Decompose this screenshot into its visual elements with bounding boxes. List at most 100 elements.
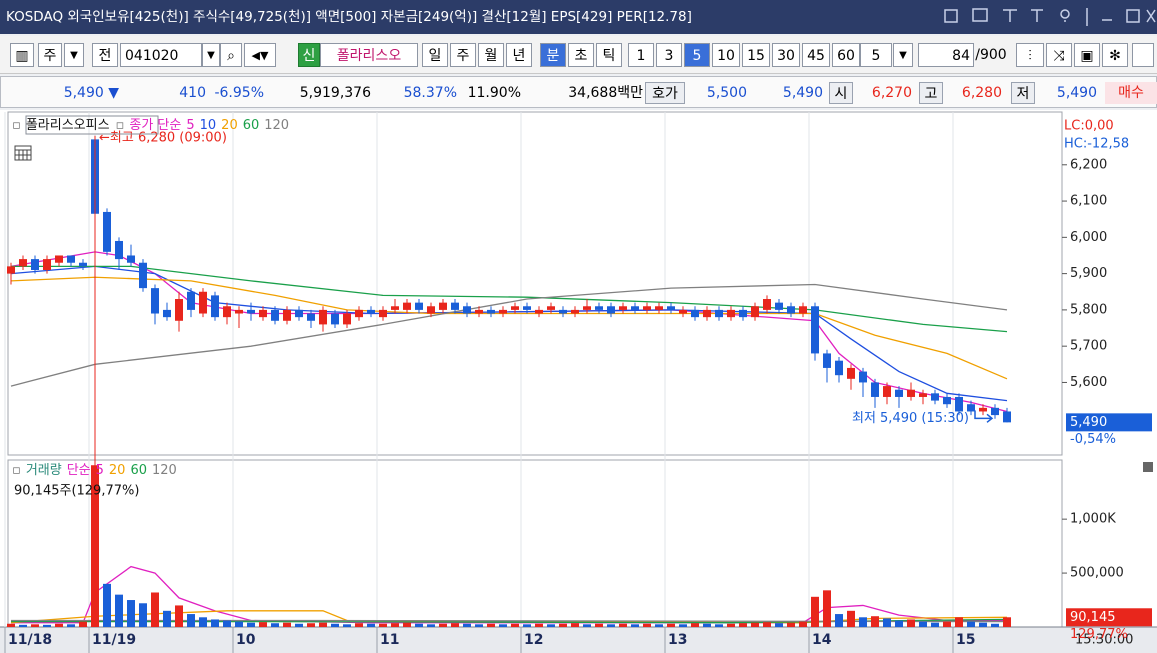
window-icons: [944, 8, 1156, 26]
toolbar-button[interactable]: 분: [540, 43, 566, 67]
candle-body: [931, 393, 939, 401]
candle-body: [607, 306, 615, 314]
candle-body: [283, 309, 291, 321]
volume-bar: [883, 618, 891, 627]
sound-button[interactable]: ◀▼: [244, 43, 276, 67]
legend-name: 폴라리스오피스: [26, 118, 110, 133]
candle-body: [883, 386, 891, 397]
code-input[interactable]: 041020: [120, 43, 202, 67]
candle-body: [415, 302, 423, 310]
legend: ▫ 폴라리스오피스 ▫ 종가 단순 5 10 20 60 120: [12, 118, 289, 133]
ma-line: [11, 265, 1008, 333]
volume-bar: [19, 624, 27, 627]
buy-button[interactable]: 매수: [1105, 82, 1157, 104]
volume-bar: [583, 624, 591, 627]
toolbar-button[interactable]: 초: [568, 43, 594, 67]
volume-bar: [415, 623, 423, 627]
volume-bar: [343, 624, 351, 627]
volume-bar: [43, 624, 51, 627]
mode-button[interactable]: 전: [92, 43, 118, 67]
volume-bar: [379, 623, 387, 627]
volume-bar: [55, 623, 63, 627]
volume-bar: [103, 583, 111, 627]
dropdown[interactable]: ▼: [893, 43, 913, 67]
save-icon[interactable]: ▣: [1074, 43, 1100, 67]
volume-bar: [331, 623, 339, 627]
annotation-arrow: [974, 410, 994, 423]
volume-bar: [259, 622, 267, 627]
last-change: -0,54%: [1070, 432, 1116, 447]
search-button[interactable]: ⌕: [220, 43, 242, 67]
x-tick-label: 11/19: [92, 632, 136, 648]
candle-body: [871, 382, 879, 397]
volume: 5,919,376: [299, 85, 371, 101]
volume-bar: [7, 623, 15, 627]
volume-bar: [79, 621, 87, 627]
tool-icon[interactable]: ⤨: [1046, 43, 1072, 67]
volume-bar: [439, 623, 447, 627]
volume-bar: [451, 623, 459, 627]
candle-body: [235, 309, 243, 314]
legend-entry: 60: [243, 118, 260, 133]
y-tick-label: 500,000: [1070, 566, 1124, 581]
candle-body: [379, 309, 387, 318]
toolbar-button[interactable]: 5: [684, 43, 710, 67]
toolbar-button[interactable]: 주: [450, 43, 476, 67]
volume-bar: [919, 621, 927, 627]
annotation: 최저 5,490 (15:30): [852, 411, 969, 426]
dropdown[interactable]: ▼: [64, 43, 84, 67]
toolbar-button[interactable]: 30: [772, 43, 800, 67]
candle-body: [727, 309, 735, 318]
volume-bar: [835, 614, 843, 627]
toolbar-button[interactable]: 15: [742, 43, 770, 67]
stock-name[interactable]: 폴라리스오: [320, 43, 418, 67]
volume-bar: [163, 610, 171, 627]
toolbar-button[interactable]: 년: [506, 43, 532, 67]
candle-body: [523, 306, 531, 310]
toolbar-button[interactable]: 10: [712, 43, 740, 67]
toolbar-button[interactable]: 3: [656, 43, 682, 67]
unit-input[interactable]: 5: [860, 43, 892, 67]
volume-bar: [403, 622, 411, 627]
candle-body: [859, 371, 867, 383]
volume-bar: [955, 617, 963, 627]
toolbar-button[interactable]: 일: [422, 43, 448, 67]
volume-bar: [427, 624, 435, 627]
candle-body: [1003, 411, 1011, 423]
volume-bar: [139, 603, 147, 627]
toolbar-button[interactable]: 1: [628, 43, 654, 67]
volume-bar: [895, 620, 903, 627]
market-select[interactable]: 주: [38, 43, 62, 67]
toolbar-button[interactable]: 45: [802, 43, 830, 67]
tool-icon[interactable]: ⫶: [1016, 43, 1044, 67]
volume-bar: [223, 620, 231, 627]
settings-icon[interactable]: ✻: [1102, 43, 1128, 67]
y-tick-label: 5,800: [1070, 302, 1107, 317]
checkbox[interactable]: [1132, 43, 1154, 67]
toolbar-button[interactable]: 60: [832, 43, 860, 67]
candle-body: [715, 309, 723, 318]
volume-bar: [715, 624, 723, 627]
volume-bar: [283, 622, 291, 627]
bid-label: 호가: [645, 82, 685, 104]
candle-body: [319, 309, 327, 325]
title-bar: KOSDAQ 외국인보유[425(천)] 주식수[49,725(천)] 액면[5…: [0, 0, 1157, 34]
toolbar-button[interactable]: 월: [478, 43, 504, 67]
y-tick-label: 1,000K: [1070, 512, 1116, 527]
change: 410: [179, 85, 206, 101]
volume-bar: [391, 623, 399, 627]
candle-body: [559, 309, 567, 314]
candle-body: [595, 306, 603, 310]
candle-body: [79, 262, 87, 267]
volume-bar: [211, 619, 219, 627]
dropdown[interactable]: ▼: [202, 43, 220, 67]
candle-body: [847, 367, 855, 379]
menu-icon[interactable]: ▥: [10, 43, 34, 67]
count-input[interactable]: 84: [918, 43, 974, 67]
toolbar-button[interactable]: 틱: [596, 43, 622, 67]
candle-body: [667, 306, 675, 310]
volume-bar: [619, 623, 627, 627]
candle-body: [199, 291, 207, 314]
volume-bar: [355, 623, 363, 627]
volume-bar: [979, 622, 987, 627]
